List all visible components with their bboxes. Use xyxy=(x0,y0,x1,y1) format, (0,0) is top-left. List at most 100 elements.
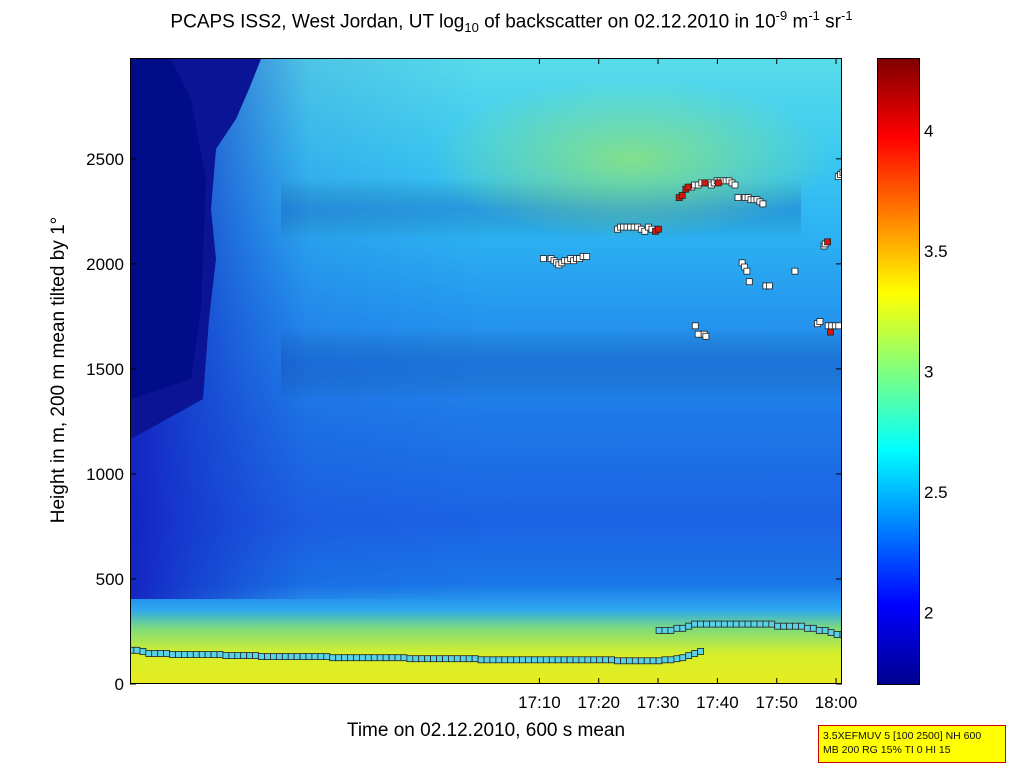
marker-series-2 xyxy=(465,655,473,663)
x-tick-label: 17:30 xyxy=(637,693,680,712)
marker-series-2 xyxy=(317,653,325,660)
marker-series-2 xyxy=(240,652,248,659)
marker-series-2 xyxy=(703,620,710,628)
marker-series-2 xyxy=(341,654,349,662)
marker-series-2 xyxy=(489,656,497,664)
marker-series-0 xyxy=(839,169,841,176)
marker-series-2 xyxy=(501,656,509,664)
marker-series-2 xyxy=(192,651,200,658)
marker-series-2 xyxy=(418,655,426,663)
marker-series-2 xyxy=(732,620,740,628)
marker-series-0 xyxy=(694,330,702,338)
marker-series-2 xyxy=(673,655,681,663)
marker-series-2 xyxy=(750,620,758,628)
marker-series-2 xyxy=(281,653,289,660)
marker-series-2 xyxy=(400,654,408,662)
marker-series-2 xyxy=(631,657,639,665)
marker-series-0 xyxy=(641,227,649,235)
marker-series-2 xyxy=(839,631,841,638)
y-tick-label: 1500 xyxy=(86,360,124,379)
marker-series-2 xyxy=(370,654,378,662)
marker-series-2 xyxy=(163,650,170,657)
marker-series-2 xyxy=(691,650,699,657)
x-tick-label: 18:00 xyxy=(815,693,858,712)
marker-series-2 xyxy=(204,651,212,658)
colorbar-tick-label: 4 xyxy=(924,121,933,140)
x-axis-label: Time on 02.12.2010, 600 s mean xyxy=(347,720,625,741)
marker-series-2 xyxy=(602,656,610,664)
marker-series-2 xyxy=(661,627,669,634)
marker-series-2 xyxy=(364,654,372,662)
marker-series-2 xyxy=(394,654,402,662)
marker-series-2 xyxy=(258,653,265,660)
marker-series-0 xyxy=(583,253,591,260)
marker-series-2 xyxy=(691,620,699,628)
marker-series-2 xyxy=(471,655,479,663)
marker-series-2 xyxy=(186,651,194,658)
marker-series-2 xyxy=(459,655,467,663)
marker-series-2 xyxy=(181,651,188,658)
marker-series-2 xyxy=(198,651,206,658)
marker-series-2 xyxy=(536,656,544,664)
marker-series-2 xyxy=(709,620,716,628)
marker-series-2 xyxy=(275,653,283,660)
marker-series-2 xyxy=(738,620,746,628)
marker-series-2 xyxy=(495,656,503,664)
marker-series-2 xyxy=(133,646,141,654)
marker-series-2 xyxy=(673,624,681,632)
marker-series-2 xyxy=(412,655,420,663)
marker-series-2 xyxy=(353,654,360,662)
marker-series-2 xyxy=(720,620,728,628)
marker-series-2 xyxy=(548,656,556,664)
y-tick-label: 0 xyxy=(115,675,124,694)
marker-series-2 xyxy=(329,654,337,662)
marker-series-2 xyxy=(625,657,633,665)
marker-series-2 xyxy=(566,656,574,664)
marker-series-0 xyxy=(743,267,751,275)
marker-series-2 xyxy=(762,620,770,628)
marker-series-1 xyxy=(715,179,722,187)
marker-series-2 xyxy=(786,622,793,630)
marker-series-1 xyxy=(824,238,831,246)
y-tick-label: 2500 xyxy=(86,150,124,169)
colorbar xyxy=(877,58,920,685)
marker-series-0 xyxy=(759,200,767,208)
marker-series-2 xyxy=(620,657,627,665)
marker-series-2 xyxy=(436,655,443,663)
marker-series-2 xyxy=(442,655,449,663)
marker-series-2 xyxy=(376,654,384,662)
marker-series-1 xyxy=(678,192,686,199)
marker-series-2 xyxy=(780,622,788,630)
marker-series-2 xyxy=(175,651,182,658)
marker-series-2 xyxy=(560,656,568,664)
marker-series-1 xyxy=(655,225,662,233)
marker-series-0 xyxy=(766,282,773,290)
marker-series-0 xyxy=(835,322,841,330)
x-tick-label: 17:10 xyxy=(518,693,561,712)
marker-series-2 xyxy=(358,654,366,662)
colorbar-tick-label: 2 xyxy=(924,604,933,623)
marker-series-2 xyxy=(287,653,295,660)
marker-series-2 xyxy=(768,620,776,628)
marker-series-2 xyxy=(572,656,580,664)
parameter-line-1: 3.5XEFMUV 5 [100 2500] NH 600 xyxy=(823,730,982,742)
marker-series-2 xyxy=(430,655,438,663)
marker-series-2 xyxy=(151,650,159,657)
plot-area xyxy=(130,58,842,684)
marker-series-2 xyxy=(697,620,704,628)
marker-series-2 xyxy=(216,651,224,658)
marker-series-2 xyxy=(335,654,343,662)
marker-series-2 xyxy=(590,656,598,664)
colorbar-gradient xyxy=(878,59,919,684)
marker-series-2 xyxy=(388,654,396,662)
colorbar-tick-label: 2.5 xyxy=(924,483,948,502)
marker-series-2 xyxy=(744,620,752,628)
marker-series-2 xyxy=(667,656,675,664)
marker-series-2 xyxy=(299,653,307,660)
marker-series-2 xyxy=(246,652,254,659)
x-tick-label: 17:40 xyxy=(696,693,739,712)
marker-series-2 xyxy=(252,652,259,659)
marker-series-2 xyxy=(477,656,485,664)
marker-series-2 xyxy=(234,652,242,659)
marker-series-2 xyxy=(311,653,319,660)
